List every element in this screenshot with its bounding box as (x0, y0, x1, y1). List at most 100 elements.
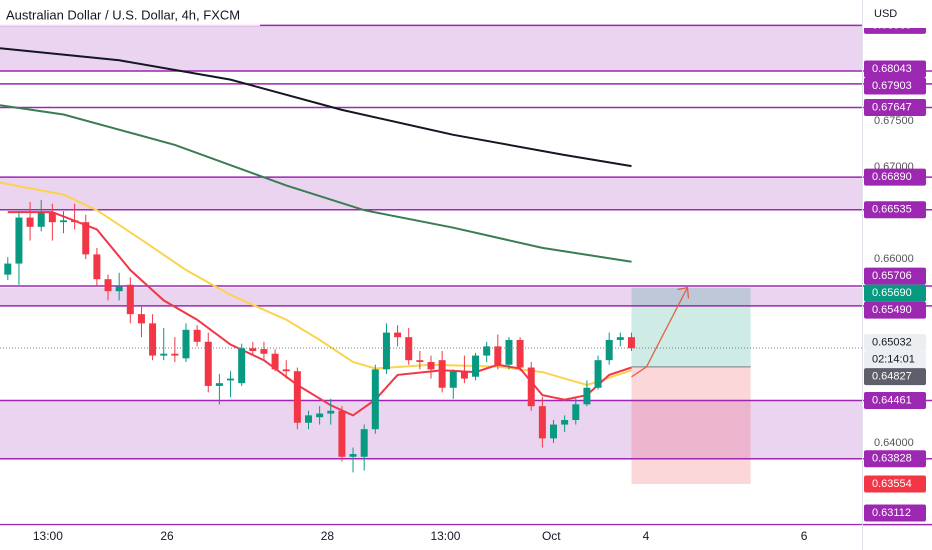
level-label: 0.66535 (872, 204, 912, 216)
level-label-bg (864, 267, 926, 285)
price-label: 0.65032 (872, 337, 912, 349)
stop-zone (631, 366, 751, 485)
target-label-bg (864, 284, 926, 302)
candle-body (382, 332, 390, 370)
level-label: 0.67903 (872, 80, 912, 92)
moving-average (7, 211, 632, 417)
x-tick-label: 6 (801, 529, 808, 543)
trade-arrow (631, 286, 690, 378)
zone (0, 25, 862, 72)
level-label-bg (864, 450, 926, 468)
candle-body (249, 348, 257, 351)
entry-label-bg (864, 368, 926, 386)
candle-body (516, 339, 524, 368)
candle-body (204, 341, 212, 386)
candle-body (561, 419, 569, 425)
level-label: 0.65490 (872, 304, 912, 316)
chart-title: Australian Dollar / U.S. Dollar, 4h, FXC… (6, 7, 240, 22)
candle-body (182, 329, 190, 359)
currency-bg (863, 0, 932, 28)
candle-body (316, 413, 324, 418)
candle-body (193, 329, 201, 342)
target-label: 0.65690 (872, 287, 912, 299)
currency: USD (874, 8, 897, 20)
level-label-bg (864, 60, 926, 78)
level-label: 0.64461 (872, 394, 912, 406)
title-bg (0, 4, 260, 26)
countdown-label: 02:14:01 (872, 354, 915, 366)
entry-label: 0.64827 (872, 371, 912, 383)
candle-body (394, 332, 402, 338)
candle-body (605, 339, 613, 361)
candle-body (405, 337, 413, 361)
candle-body (37, 212, 45, 227)
candle-body (338, 410, 346, 457)
candle-body (4, 263, 12, 275)
zone (0, 177, 862, 210)
candle-body (371, 369, 379, 430)
price-label-bg (864, 334, 926, 352)
stop-label: 0.63554 (872, 478, 912, 490)
candle-body (293, 371, 301, 423)
candle-body (82, 222, 90, 255)
candle-body (26, 217, 34, 227)
candle-body (93, 254, 101, 280)
candle-body (572, 404, 580, 420)
level-label-bg (864, 168, 926, 186)
moving-average (0, 104, 632, 263)
candle-body (126, 284, 134, 315)
candle-body (616, 337, 624, 340)
candle-body (238, 348, 246, 384)
target-zone (631, 287, 751, 367)
candle-body (15, 217, 23, 264)
candle-body (137, 314, 145, 324)
level-label-bg (864, 504, 926, 522)
level-label-bg (864, 98, 926, 116)
candle-body (48, 212, 56, 223)
candle-body (527, 367, 535, 407)
x-tick-label: 28 (321, 529, 335, 543)
moving-average (0, 47, 632, 168)
y-tick-label: 0.64000 (874, 437, 914, 449)
candle-body (538, 406, 546, 439)
candle-body (460, 371, 468, 379)
candle-body (360, 429, 368, 457)
y-tick-label: 0.67500 (874, 115, 914, 127)
candle-body (427, 362, 435, 370)
candle-body (260, 349, 268, 354)
candle-body (304, 415, 312, 423)
candle-body (505, 339, 513, 365)
candle-body (171, 353, 179, 356)
candle-body (349, 454, 357, 457)
x-tick-label: 4 (643, 529, 650, 543)
candle-body (115, 286, 123, 292)
stop-label-bg (864, 475, 926, 493)
level-label: 0.68043 (872, 63, 912, 75)
x-tick-label: 26 (160, 529, 174, 543)
level-label: 0.63828 (872, 453, 912, 465)
level-label-bg (864, 201, 926, 219)
candle-body (494, 346, 502, 365)
candle-body (71, 220, 79, 223)
candle-body (149, 323, 157, 356)
candle-body (104, 279, 112, 292)
x-tick-label: Oct (542, 529, 561, 543)
y-tick-label: 0.66000 (874, 253, 914, 265)
zone (0, 287, 862, 306)
candle-body (627, 337, 635, 349)
candle-body (472, 355, 480, 377)
candle-body (215, 383, 223, 386)
candle-body (282, 369, 290, 372)
candle-body (59, 220, 67, 223)
candle-body (449, 371, 457, 388)
candle-body (160, 353, 168, 356)
level-label-bg (864, 77, 926, 95)
candle-body (271, 353, 279, 370)
countdown-label-bg (864, 351, 926, 369)
candle-body (416, 360, 424, 363)
candle-body (550, 424, 558, 439)
candle-body (438, 360, 446, 388)
level-label: 0.63112 (872, 507, 911, 519)
